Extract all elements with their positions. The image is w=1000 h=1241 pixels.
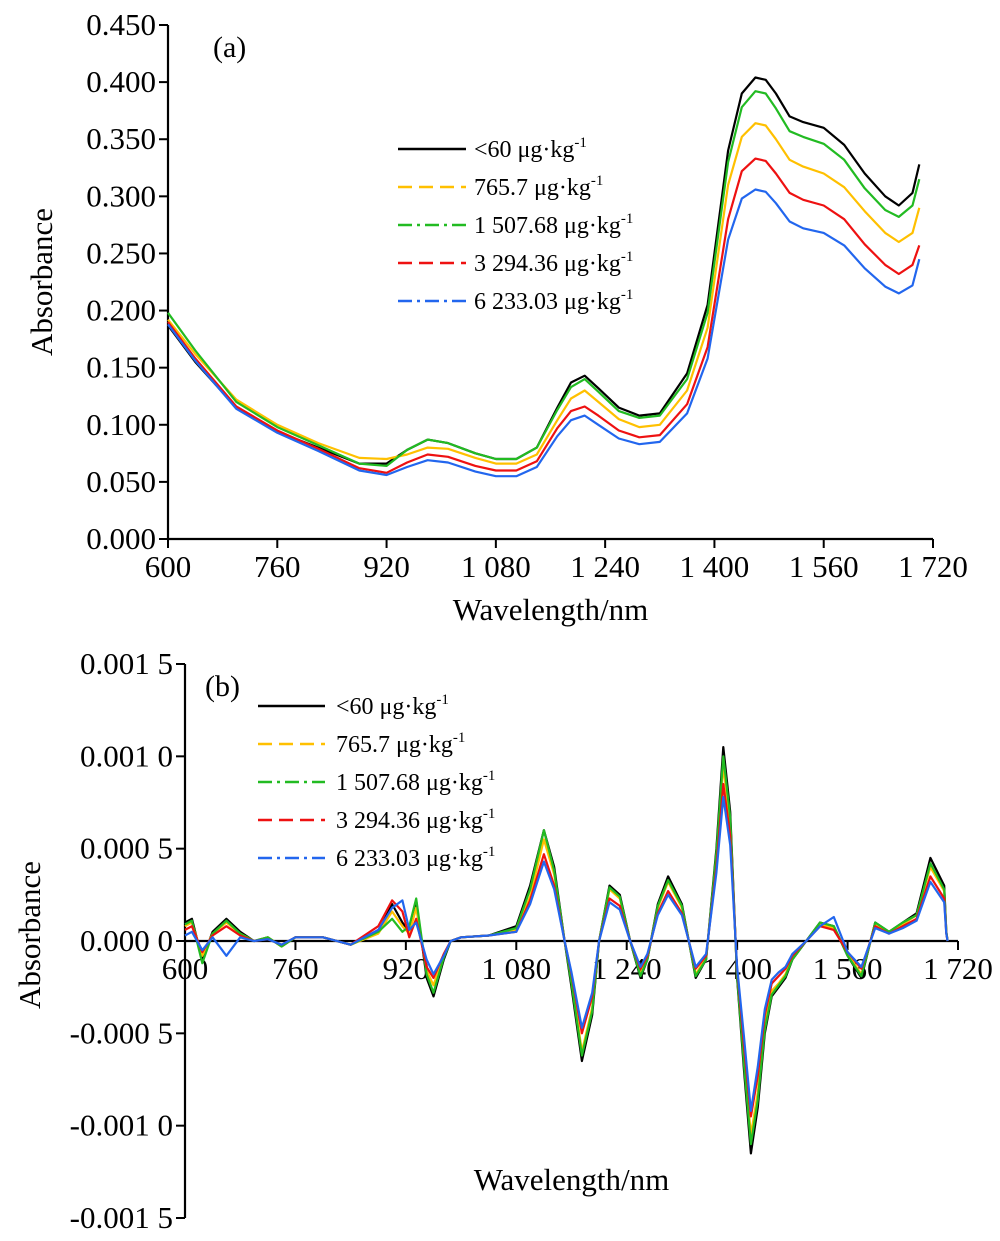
panel-label: (a)	[213, 31, 246, 64]
y-tick-label: 0.450	[86, 7, 156, 42]
legend-label-4: 3 294.36 μg·kg-1	[474, 249, 633, 277]
chart-panel-a: 0.000 0.050 0.100 0.150 0.200 0.250 0.300 0.350…	[24, 7, 968, 627]
series-line-5	[167, 188, 921, 478]
x-tick-label: 1 400	[680, 549, 750, 584]
x-tick-label: 1 080	[461, 549, 531, 584]
y-tick-label: 0.050	[86, 464, 156, 499]
y-tick-label: -0.001 0	[70, 1108, 173, 1143]
y-tick-label: 0.300	[86, 178, 156, 213]
x-tick-label: 600	[145, 549, 192, 584]
y-tick-label: -0.001 5	[70, 1200, 173, 1235]
y-axis-title: Absorbance	[12, 861, 47, 1009]
x-tick-label: 760	[254, 549, 301, 584]
y-tick-label: 0.350	[86, 121, 156, 156]
series-line-1	[167, 76, 921, 465]
legend-label-4: 3 294.36 μg·kg-1	[336, 806, 495, 834]
y-tick-label: 0.200	[86, 293, 156, 328]
x-tick-label: 1 560	[789, 549, 859, 584]
y-tick-label: 0.000	[86, 521, 156, 556]
y-tick-label: 0.150	[86, 350, 156, 385]
legend-label-1: <60 μg·kg-1	[474, 135, 587, 163]
chart-panel-b: -0.001 5 -0.001 0 -0.000 5 0.000 0 0.000 5 0.…	[12, 646, 993, 1235]
x-tick-label: 920	[383, 951, 430, 986]
x-tick-label: 1 240	[570, 549, 640, 584]
series-line-5	[184, 795, 949, 1113]
x-tick-label: 920	[363, 549, 410, 584]
series-line-2	[167, 122, 921, 465]
y-tick-label: 0.250	[86, 235, 156, 270]
x-tick-label: 1 080	[481, 951, 551, 986]
legend-label-3: 1 507.68 μg·kg-1	[474, 211, 633, 239]
series-line-4	[167, 157, 921, 474]
x-tick-label: 1 720	[923, 951, 993, 986]
panel-label: (b)	[205, 670, 240, 703]
y-tick-label: 0.001 5	[80, 646, 173, 681]
legend-label-5: 6 233.03 μg·kg-1	[336, 844, 495, 872]
legend-label-3: 1 507.68 μg·kg-1	[336, 768, 495, 796]
x-axis-title: Wavelength/nm	[453, 592, 649, 627]
y-tick-label: 0.400	[86, 64, 156, 99]
x-tick-label: 1 240	[592, 951, 662, 986]
x-tick-label: 1 720	[898, 549, 968, 584]
legend-label-1: <60 μg·kg-1	[336, 692, 449, 720]
y-tick-label: 0.000 0	[80, 923, 173, 958]
legend-label-5: 6 233.03 μg·kg-1	[474, 287, 633, 315]
y-tick-label: 0.100	[86, 407, 156, 442]
legend-label-2: 765.7 μg·kg-1	[336, 730, 465, 758]
series-line-3	[167, 90, 921, 467]
y-tick-label: 0.001 0	[80, 738, 173, 773]
x-tick-label: 760	[272, 951, 319, 986]
x-axis-title: Wavelength/nm	[474, 1162, 670, 1197]
y-axis-title: Absorbance	[24, 208, 59, 356]
y-tick-label: 0.000 5	[80, 831, 173, 866]
y-tick-label: -0.000 5	[70, 1015, 173, 1050]
legend-label-2: 765.7 μg·kg-1	[474, 173, 603, 201]
